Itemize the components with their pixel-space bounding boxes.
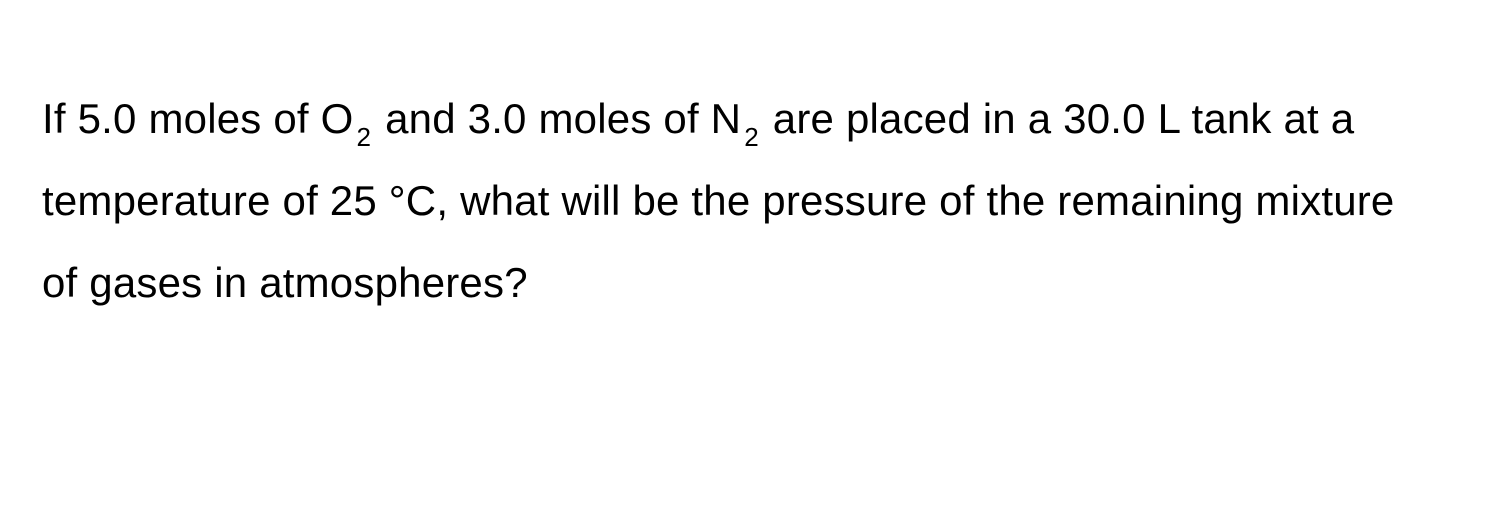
- subscript-o2: 2: [357, 122, 372, 152]
- question-text-part2: and 3.0 moles of N: [373, 95, 741, 142]
- question-paragraph: If 5.0 moles of O2 and 3.0 moles of N2 a…: [42, 78, 1435, 324]
- subscript-n2: 2: [744, 122, 759, 152]
- question-text-part1: If 5.0 moles of O: [42, 95, 354, 142]
